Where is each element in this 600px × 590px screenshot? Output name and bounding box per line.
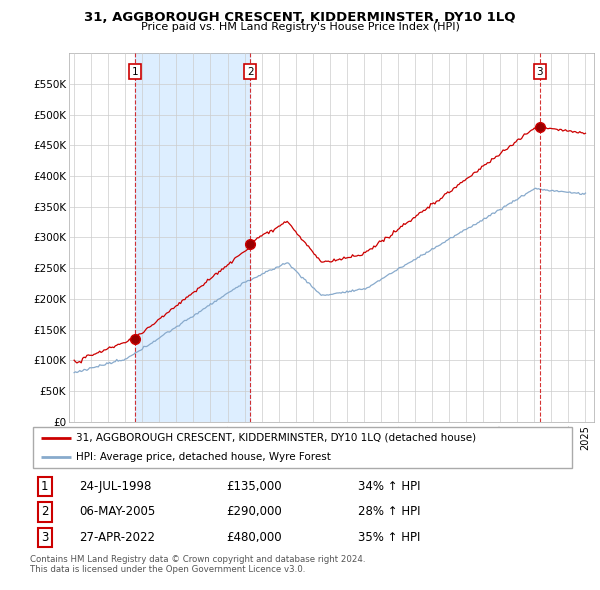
Text: £480,000: £480,000 [227, 531, 282, 544]
Text: This data is licensed under the Open Government Licence v3.0.: This data is licensed under the Open Gov… [30, 565, 305, 574]
Text: 3: 3 [536, 67, 543, 77]
Text: £135,000: £135,000 [227, 480, 282, 493]
Bar [135, 53, 250, 422]
Text: 31, AGGBOROUGH CRESCENT, KIDDERMINSTER, DY10 1LQ: 31, AGGBOROUGH CRESCENT, KIDDERMINSTER, … [84, 11, 516, 24]
Text: 27-APR-2022: 27-APR-2022 [79, 531, 155, 544]
Text: 06-MAY-2005: 06-MAY-2005 [79, 505, 155, 519]
Text: 24-JUL-1998: 24-JUL-1998 [79, 480, 152, 493]
Text: 3: 3 [41, 531, 49, 544]
Text: Price paid vs. HM Land Registry's House Price Index (HPI): Price paid vs. HM Land Registry's House … [140, 22, 460, 32]
Text: 35% ↑ HPI: 35% ↑ HPI [358, 531, 420, 544]
Text: 31, AGGBOROUGH CRESCENT, KIDDERMINSTER, DY10 1LQ (detached house): 31, AGGBOROUGH CRESCENT, KIDDERMINSTER, … [76, 432, 476, 442]
Text: 2: 2 [247, 67, 254, 77]
Text: 1: 1 [131, 67, 138, 77]
Text: 34% ↑ HPI: 34% ↑ HPI [358, 480, 420, 493]
Text: 28% ↑ HPI: 28% ↑ HPI [358, 505, 420, 519]
FancyBboxPatch shape [33, 427, 572, 468]
Text: £290,000: £290,000 [227, 505, 283, 519]
Text: 1: 1 [41, 480, 49, 493]
Text: HPI: Average price, detached house, Wyre Forest: HPI: Average price, detached house, Wyre… [76, 453, 331, 463]
Text: Contains HM Land Registry data © Crown copyright and database right 2024.: Contains HM Land Registry data © Crown c… [30, 555, 365, 563]
Text: 2: 2 [41, 505, 49, 519]
